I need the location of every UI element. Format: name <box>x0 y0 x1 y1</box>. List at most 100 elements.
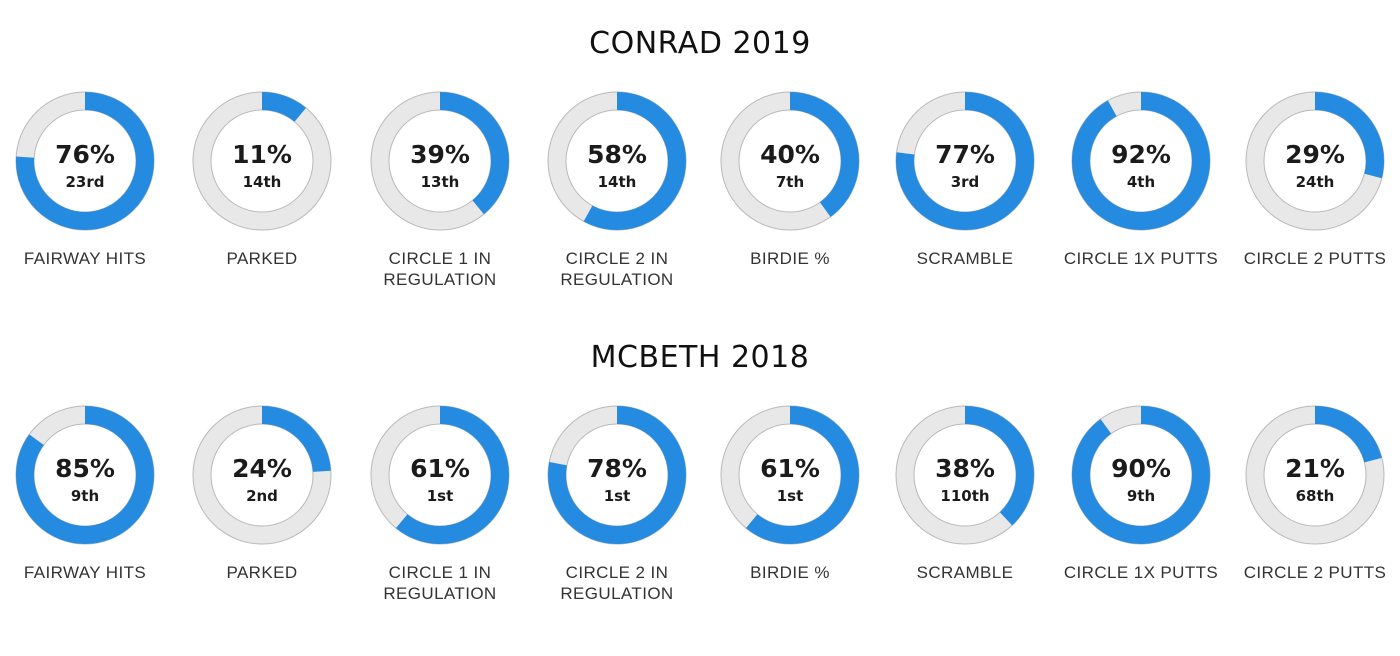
donut-circle-2-in-regulation: 78% 1st CIRCLE 2 IN REGULATION <box>527 402 707 603</box>
donut-scramble: 38% 110th SCRAMBLE <box>875 402 1055 582</box>
donut-percent-label: 85% <box>55 454 115 483</box>
donut-category-label: CIRCLE 1X PUTTS <box>1063 563 1219 582</box>
donut-value-arc <box>548 92 686 230</box>
donut-value-arc <box>1246 92 1384 230</box>
donut-value-arc <box>896 92 1034 230</box>
donut-rank-label: 7th <box>776 173 804 191</box>
donut-category-label: CIRCLE 2 PUTTS <box>1243 563 1387 582</box>
donut-svg: 38% 110th <box>895 405 1035 545</box>
donut-svg: 39% 13th <box>370 91 510 231</box>
donut-parked: 24% 2nd PARKED <box>172 402 352 582</box>
donut-value-arc <box>193 406 331 544</box>
donut-fairway-hits: 85% 9th FAIRWAY HITS <box>0 402 175 582</box>
donut-row-conrad-2019: 76% 23rd FAIRWAY HITS 11% 14th PARKED 39% 13th C… <box>0 88 1400 318</box>
donut-rank-label: 24th <box>1296 173 1335 191</box>
donut-percent-label: 29% <box>1285 140 1345 169</box>
donut-value-arc <box>1246 406 1384 544</box>
donut-value-arc <box>16 406 154 544</box>
donut-category-label: CIRCLE 2 PUTTS <box>1243 249 1387 268</box>
donut-rank-label: 110th <box>940 487 989 505</box>
donut-fairway-hits: 76% 23rd FAIRWAY HITS <box>0 88 175 268</box>
donut-category-label: SCRAMBLE <box>916 249 1014 268</box>
donut-circle-1x-putts: 92% 4th CIRCLE 1X PUTTS <box>1051 88 1231 268</box>
donut-rank-label: 2nd <box>246 487 278 505</box>
donut-circle-1x-putts: 90% 9th CIRCLE 1X PUTTS <box>1051 402 1231 582</box>
donut-rank-label: 1st <box>777 487 804 505</box>
donut-percent-label: 61% <box>410 454 470 483</box>
donut-circle-2-in-regulation: 58% 14th CIRCLE 2 IN REGULATION <box>527 88 707 289</box>
donut-svg: 77%3rd <box>895 91 1035 231</box>
donut-svg: 40%7th <box>720 91 860 231</box>
donut-svg: 78%1st <box>547 405 687 545</box>
donut-percent-label: 61% <box>760 454 820 483</box>
donut-rank-label: 1st <box>604 487 631 505</box>
donut-svg: 21% 68th <box>1245 405 1385 545</box>
donut-percent-label: 24% <box>232 454 292 483</box>
donut-percent-label: 78% <box>587 454 647 483</box>
donut-rank-label: 4th <box>1127 173 1155 191</box>
donut-value-arc <box>896 406 1034 544</box>
donut-value-arc <box>1072 92 1210 230</box>
donut-category-label: PARKED <box>226 249 298 268</box>
donut-rank-label: 9th <box>1127 487 1155 505</box>
donut-rank-label: 13th <box>421 173 460 191</box>
donut-value-arc <box>721 406 859 544</box>
donut-category-label: BIRDIE % <box>750 249 830 268</box>
donut-percent-label: 39% <box>410 140 470 169</box>
donut-category-label: BIRDIE % <box>750 563 830 582</box>
donut-percent-label: 58% <box>587 140 647 169</box>
donut-scramble: 77% 3rd SCRAMBLE <box>875 88 1055 268</box>
donut-category-label: CIRCLE 2 IN REGULATION <box>560 249 674 289</box>
donut-percent-label: 92% <box>1111 140 1171 169</box>
donut-percent-label: 11% <box>232 140 292 169</box>
donut-svg: 61%1st <box>370 405 510 545</box>
donut-category-label: CIRCLE 1X PUTTS <box>1063 249 1219 268</box>
donut-svg: 90%9th <box>1071 405 1211 545</box>
donut-row-mcbeth-2018: 85% 9th FAIRWAY HITS 24% 2nd PARKED 61% 1st CIRC… <box>0 402 1400 632</box>
donut-rank-label: 14th <box>243 173 282 191</box>
donut-category-label: CIRCLE 2 IN REGULATION <box>560 563 674 603</box>
donut-svg: 11% 14th <box>192 91 332 231</box>
donut-birdie: 61% 1st BIRDIE % <box>700 402 880 582</box>
donut-value-arc <box>548 406 686 544</box>
donut-category-label: FAIRWAY HITS <box>23 249 147 268</box>
donut-svg: 24%2nd <box>192 405 332 545</box>
donut-svg: 76% 23rd <box>15 91 155 231</box>
donut-circle-2-putts: 29% 24th CIRCLE 2 PUTTS <box>1225 88 1400 268</box>
donut-rank-label: 68th <box>1296 487 1335 505</box>
donut-rank-label: 14th <box>598 173 637 191</box>
donut-rank-label: 1st <box>427 487 454 505</box>
donut-value-arc <box>193 92 331 230</box>
donut-value-arc <box>16 92 154 230</box>
donut-value-arc <box>371 406 509 544</box>
donut-svg: 85%9th <box>15 405 155 545</box>
donut-percent-label: 40% <box>760 140 820 169</box>
donut-svg: 92%4th <box>1071 91 1211 231</box>
donut-svg: 29% 24th <box>1245 91 1385 231</box>
donut-svg: 58% 14th <box>547 91 687 231</box>
donut-percent-label: 38% <box>935 454 995 483</box>
donut-category-label: SCRAMBLE <box>916 563 1014 582</box>
section-title-mcbeth-2018: MCBETH 2018 <box>590 340 810 375</box>
donut-parked: 11% 14th PARKED <box>172 88 352 268</box>
donut-category-label: PARKED <box>226 563 298 582</box>
donut-value-arc <box>721 92 859 230</box>
donut-svg: 61%1st <box>720 405 860 545</box>
donut-percent-label: 77% <box>935 140 995 169</box>
donut-rank-label: 23rd <box>65 173 104 191</box>
donut-value-arc <box>1072 406 1210 544</box>
donut-percent-label: 76% <box>55 140 115 169</box>
donut-percent-label: 21% <box>1285 454 1345 483</box>
donut-category-label: CIRCLE 1 IN REGULATION <box>383 563 497 603</box>
donut-circle-1-in-regulation: 39% 13th CIRCLE 1 IN REGULATION <box>350 88 530 289</box>
donut-percent-label: 90% <box>1111 454 1171 483</box>
donut-birdie: 40% 7th BIRDIE % <box>700 88 880 268</box>
donut-rank-label: 3rd <box>951 173 980 191</box>
donut-category-label: FAIRWAY HITS <box>23 563 147 582</box>
donut-circle-2-putts: 21% 68th CIRCLE 2 PUTTS <box>1225 402 1400 582</box>
donut-value-arc <box>371 92 509 230</box>
section-title-conrad-2019: CONRAD 2019 <box>589 26 811 61</box>
donut-category-label: CIRCLE 1 IN REGULATION <box>383 249 497 289</box>
donut-rank-label: 9th <box>71 487 99 505</box>
donut-circle-1-in-regulation: 61% 1st CIRCLE 1 IN REGULATION <box>350 402 530 603</box>
